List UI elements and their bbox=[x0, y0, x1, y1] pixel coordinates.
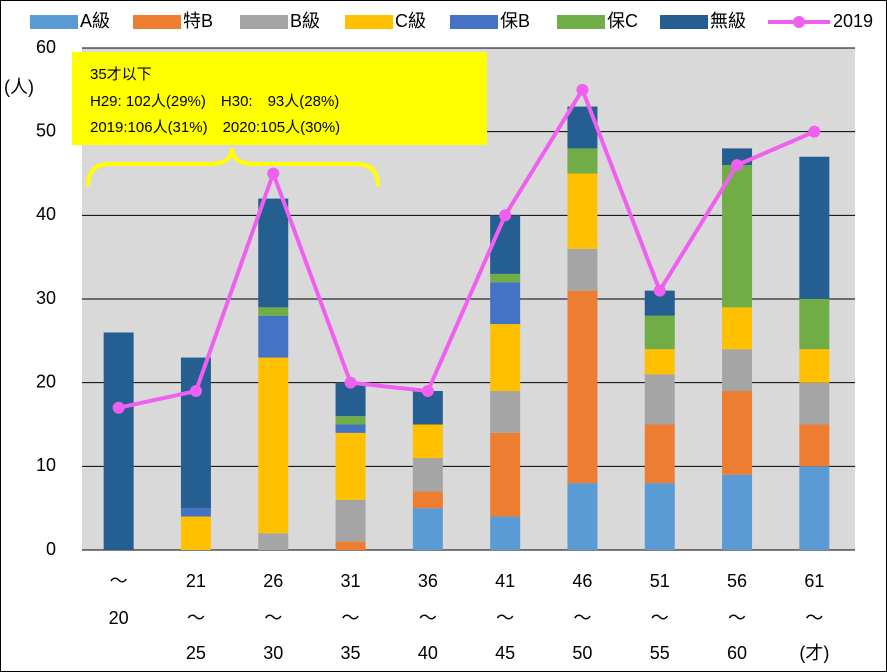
legend-label: 保C bbox=[607, 11, 638, 31]
legend-label: 無級 bbox=[710, 11, 746, 31]
bar-segment bbox=[722, 307, 753, 350]
x-tick-label: 56 ～ 60 bbox=[727, 571, 747, 663]
x-tick-label: 26 ～ 30 bbox=[263, 571, 283, 663]
y-tick-label: 50 bbox=[36, 120, 56, 140]
bar-segment bbox=[799, 382, 830, 425]
bar-segment bbox=[799, 424, 830, 467]
annotation-line: H29: 102人(29%) H30: 93人(28%) bbox=[90, 93, 339, 110]
legend-swatch bbox=[450, 15, 498, 29]
y-tick-label: 0 bbox=[46, 539, 56, 559]
bar-segment bbox=[258, 307, 289, 316]
y-tick-label: 20 bbox=[36, 371, 56, 391]
bar-segment bbox=[335, 541, 366, 550]
bar-segment bbox=[644, 424, 675, 484]
bar-segment bbox=[412, 457, 443, 492]
legend-label: B級 bbox=[290, 11, 320, 31]
bar-segment bbox=[258, 315, 289, 358]
bar-segment bbox=[799, 156, 830, 299]
bar-segment bbox=[103, 332, 134, 550]
legend-swatch bbox=[30, 15, 78, 29]
annotation-line: 2019:106人(31%) 2020:105人(30%) bbox=[90, 119, 340, 136]
bar-segment bbox=[799, 466, 830, 550]
legend-swatch bbox=[345, 15, 393, 29]
bar-segment bbox=[412, 491, 443, 509]
legend-label: A級 bbox=[80, 11, 110, 31]
bar-segment bbox=[799, 349, 830, 383]
y-axis-label: (人) bbox=[4, 77, 34, 97]
bar-segment bbox=[258, 357, 289, 534]
bar-segment bbox=[258, 198, 289, 308]
bar-segment bbox=[644, 483, 675, 550]
legend-swatch bbox=[133, 15, 181, 29]
bar-segment bbox=[567, 483, 598, 550]
x-tick-label: 51 ～ 55 bbox=[650, 571, 670, 663]
bar-segment bbox=[490, 391, 521, 433]
legend-label: 2019 bbox=[833, 11, 873, 31]
legend-label: 保B bbox=[500, 11, 530, 31]
y-tick-label: 40 bbox=[36, 204, 56, 224]
line-point bbox=[576, 83, 589, 96]
line-point bbox=[189, 385, 202, 398]
bar-segment bbox=[490, 215, 521, 274]
bar-segment bbox=[335, 432, 366, 500]
bar-segment bbox=[490, 324, 521, 392]
annotation-box bbox=[72, 52, 487, 145]
y-tick-label: 10 bbox=[36, 455, 56, 475]
legend-marker bbox=[793, 16, 805, 28]
line-point bbox=[808, 125, 821, 138]
legend-label: 特B bbox=[183, 11, 213, 31]
bar-segment bbox=[722, 165, 753, 308]
legend-swatch bbox=[660, 15, 708, 29]
x-tick-label: 46 ～ 50 bbox=[572, 571, 592, 663]
line-point bbox=[421, 385, 434, 398]
bar-segment bbox=[335, 499, 366, 542]
bar-segment bbox=[490, 273, 521, 283]
line-point bbox=[731, 159, 744, 172]
bar-segment bbox=[335, 416, 366, 425]
bar-segment bbox=[567, 148, 598, 174]
bar-segment bbox=[258, 533, 289, 550]
bar-segment bbox=[799, 299, 830, 350]
y-tick-label: 30 bbox=[36, 288, 56, 308]
bar-segment bbox=[644, 374, 675, 425]
x-tick-label: ～ 20 bbox=[109, 571, 129, 628]
legend-swatch bbox=[557, 15, 605, 29]
bar-segment bbox=[412, 424, 443, 458]
legend-label: C級 bbox=[395, 11, 426, 31]
bar-segment bbox=[567, 248, 598, 291]
bar-segment bbox=[180, 516, 211, 550]
line-2019 bbox=[118, 85, 816, 410]
line-point bbox=[653, 284, 666, 297]
annotation-brace bbox=[86, 147, 380, 187]
bar-segment bbox=[644, 315, 675, 350]
x-tick-label: 36 ～ 40 bbox=[418, 571, 438, 663]
bar-segment bbox=[567, 290, 598, 484]
legend-swatch bbox=[240, 15, 288, 29]
bar-segment bbox=[722, 391, 753, 475]
bar-segment bbox=[490, 432, 521, 517]
bar-segment bbox=[722, 349, 753, 392]
x-tick-label: 61 ～(才) bbox=[799, 571, 829, 663]
bar-segment bbox=[722, 474, 753, 550]
bar-segment bbox=[412, 508, 443, 550]
line-point bbox=[112, 401, 125, 414]
bar-segment bbox=[567, 173, 598, 249]
x-tick-label: 31 ～ 35 bbox=[341, 571, 361, 663]
bar-segment bbox=[335, 424, 366, 433]
bar-segment bbox=[180, 357, 211, 509]
line-point bbox=[344, 376, 357, 389]
annotation-title: 35才以下 bbox=[90, 66, 152, 83]
y-tick-label: 60 bbox=[36, 37, 56, 57]
line-point bbox=[267, 167, 280, 180]
line-point bbox=[499, 209, 512, 222]
x-tick-label: 21 ～ 25 bbox=[186, 571, 206, 663]
bar-segment bbox=[644, 349, 675, 375]
bar-segment bbox=[490, 282, 521, 325]
bar-segment bbox=[490, 516, 521, 550]
x-tick-label: 41 ～ 45 bbox=[495, 571, 515, 663]
bar-segment bbox=[180, 508, 211, 517]
